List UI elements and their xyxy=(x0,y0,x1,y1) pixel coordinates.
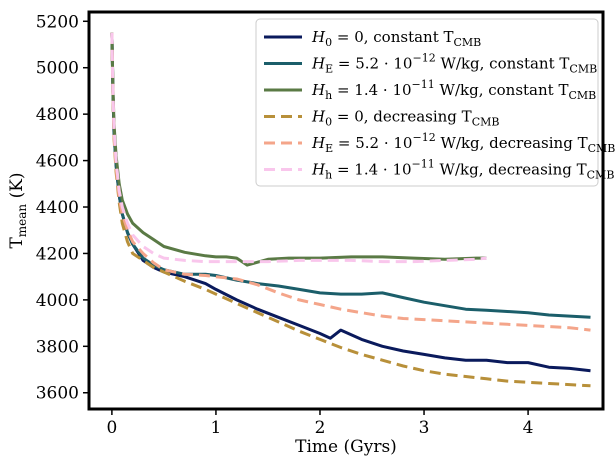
y-axis-label: Tmean (K) xyxy=(7,172,29,248)
x-tick-label: 3 xyxy=(419,418,430,438)
y-tick-label: 4600 xyxy=(36,152,79,172)
y-tick-label: 3800 xyxy=(36,337,79,357)
x-tick-label: 4 xyxy=(523,418,534,438)
series-line-4 xyxy=(110,32,591,388)
plot-frame xyxy=(87,10,605,411)
x-tick-label: 2 xyxy=(315,418,326,438)
legend-label: Hh = 1.4 · 10−11 W/kg, constant TCMB xyxy=(311,78,596,102)
legend: H0 = 0, constant TCMB HE = 5.2 · 10−12 W/… xyxy=(255,18,615,187)
series-line-5 xyxy=(110,32,591,332)
y-tick-label: 5200 xyxy=(36,12,79,32)
y-tick-label: 3600 xyxy=(36,384,79,404)
y-tick-label: 4400 xyxy=(36,198,79,218)
x-tick-label: 1 xyxy=(211,418,222,438)
legend-label: H0 = 0, decreasing TCMB xyxy=(311,108,499,129)
legend-label: HE = 5.2 · 10−12 W/kg, constant TCMB xyxy=(311,52,597,76)
series-line-2 xyxy=(110,32,591,319)
y-tick-label: 4000 xyxy=(36,291,79,311)
y-tick-label: 4200 xyxy=(36,244,79,264)
legend-label: H0 = 0, constant TCMB xyxy=(311,28,481,49)
series-lines xyxy=(110,32,591,388)
x-axis-label: Time (Gyrs) xyxy=(295,437,397,457)
legend-label: HE = 5.2 · 10−12 W/kg, decreasing TCMB xyxy=(311,131,615,155)
y-tick-label: 5000 xyxy=(36,59,79,79)
series-line-6 xyxy=(110,32,487,264)
axis-ticks: 0 1 2 3 4 3600 3800 4000 4200 4400 4600 4800 5000 520… xyxy=(36,12,534,438)
legend-box xyxy=(255,18,599,187)
y-tick-label: 4800 xyxy=(36,105,79,125)
legend-label: Hh = 1.4 · 10−11 W/kg, decreasing TCMB xyxy=(311,158,614,182)
x-tick-label: 0 xyxy=(106,418,117,438)
